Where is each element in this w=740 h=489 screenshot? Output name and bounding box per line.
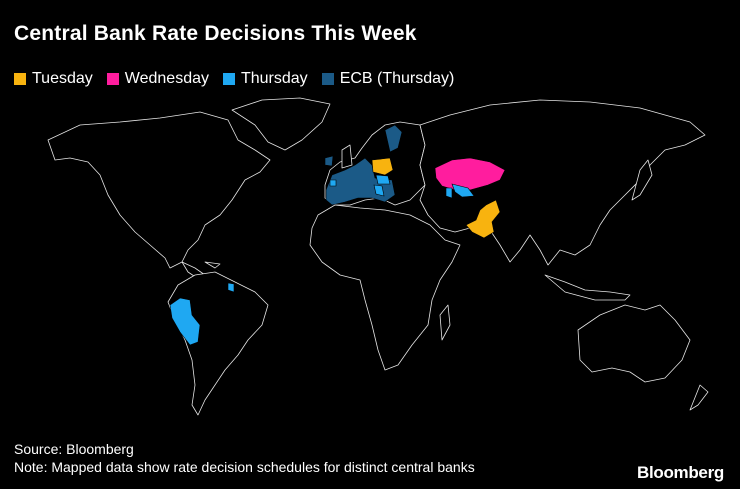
world-map	[47, 97, 709, 416]
ecb-region	[384, 124, 403, 153]
legend-label: ECB (Thursday)	[339, 70, 455, 87]
landmass	[577, 304, 691, 383]
legend-item: Wednesday	[106, 70, 209, 88]
landmass	[341, 144, 353, 169]
source-note: Source: Bloomberg	[14, 441, 134, 457]
logo: Bloomberg	[636, 463, 724, 482]
landmass	[689, 384, 709, 411]
landmass	[204, 261, 221, 269]
title: Central Bank Rate Decisions This Week	[14, 22, 417, 45]
legend: Tuesday Wednesday Thursday ECB (Thursday)	[14, 70, 454, 88]
legend-swatch	[321, 73, 334, 85]
tuesday-country	[465, 199, 501, 239]
tuesday-country	[371, 157, 394, 176]
landmass	[439, 304, 451, 341]
thursday-country	[329, 179, 337, 187]
footnote: Note: Mapped data show rate decision sch…	[14, 459, 475, 475]
landmass	[47, 111, 271, 269]
legend-label: Tuesday	[32, 70, 93, 87]
landmass	[631, 159, 653, 201]
legend-label: Thursday	[240, 70, 308, 87]
ecb-region	[324, 155, 334, 167]
wednesday-country	[434, 157, 506, 191]
legend-item: Tuesday	[14, 70, 93, 88]
thursday-country	[445, 187, 453, 199]
landmass	[544, 274, 631, 301]
legend-swatch	[14, 73, 26, 85]
legend-swatch	[106, 73, 119, 85]
legend-item: Thursday	[222, 70, 308, 88]
thursday-country	[451, 183, 475, 198]
landmass	[167, 271, 269, 416]
thursday-country	[373, 184, 385, 197]
thursday-country	[169, 297, 201, 346]
legend-item: ECB (Thursday)	[321, 70, 455, 88]
legend-label: Wednesday	[124, 70, 209, 87]
landmass	[309, 204, 461, 371]
landmass	[231, 97, 331, 151]
thursday-country	[227, 282, 235, 293]
thursday-country	[375, 174, 391, 185]
legend-swatch	[222, 73, 235, 85]
